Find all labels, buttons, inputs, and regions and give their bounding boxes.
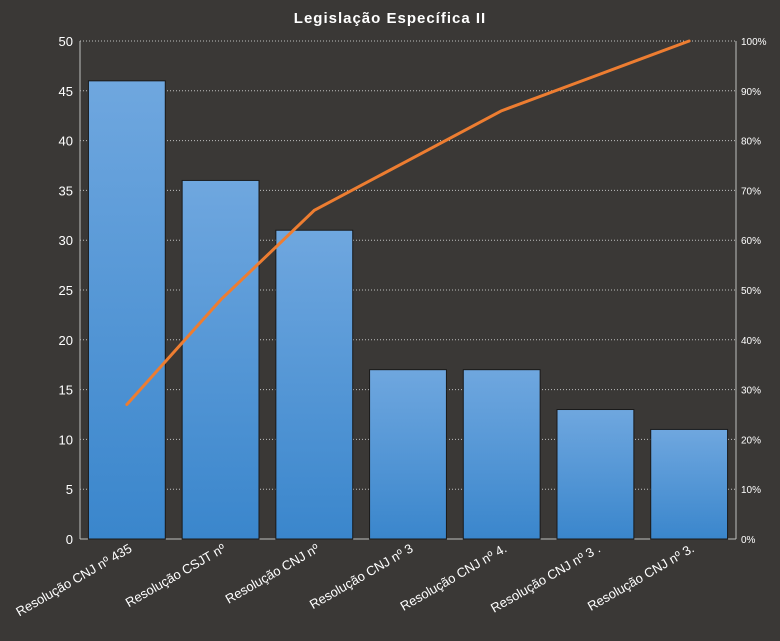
y2-tick-label: 90% (741, 87, 761, 98)
y-tick-label: 30 (59, 233, 73, 248)
x-tick-label: Resolução CSJT nº (123, 540, 228, 610)
y2-tick-label: 30% (741, 386, 761, 397)
y-axis-right: 0% 10% 20% 30% 40% 50% 60% 70% 80% 90% 100% (741, 37, 767, 546)
y2-tick-label: 20% (741, 435, 761, 446)
y2-tick-label: 70% (741, 186, 761, 197)
y-tick-label: 35 (59, 183, 73, 198)
bar (462, 369, 541, 540)
bar (556, 409, 635, 540)
bar (275, 229, 354, 540)
y-tick-label: 25 (59, 283, 73, 298)
y-tick-label: 50 (59, 34, 73, 49)
x-tick-label: Resolução CNJ nº (223, 540, 322, 606)
y-axis-left: 0 5 10 15 20 25 30 35 40 45 50 (59, 34, 73, 547)
y-tick-label: 10 (59, 432, 73, 447)
y-tick-label: 20 (59, 333, 73, 348)
y-tick-label: 45 (59, 84, 73, 99)
y-tick-label: 40 (59, 134, 73, 149)
bar (369, 369, 447, 540)
y2-tick-label: 80% (741, 137, 761, 148)
y2-tick-label: 50% (741, 286, 761, 297)
gridlines (79, 40, 737, 540)
y2-tick-label: 100% (741, 37, 767, 48)
bar (87, 80, 166, 540)
cumulative-line (125, 39, 691, 407)
y-tick-label: 0 (66, 532, 73, 547)
y-tick-label: 5 (66, 482, 73, 497)
y2-tick-label: 0% (741, 535, 756, 546)
y2-tick-label: 60% (741, 236, 761, 247)
y-tick-label: 15 (59, 383, 73, 398)
bars (87, 80, 729, 540)
y2-tick-label: 10% (741, 485, 761, 496)
chart-title: Legislação Específica II (294, 10, 486, 27)
bar (650, 428, 729, 540)
y2-tick-label: 40% (741, 336, 761, 347)
bar (181, 179, 260, 540)
x-tick-label: Resolução CNJ nº 435 (13, 541, 134, 620)
